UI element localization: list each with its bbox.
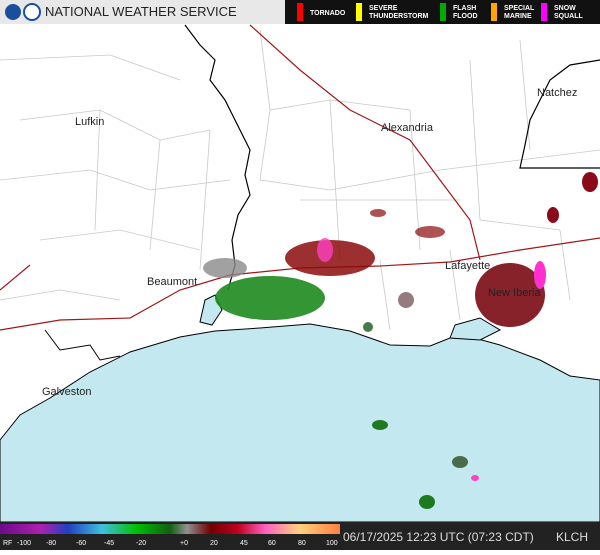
scale-label: -20 [136,540,146,547]
nws-logo [23,3,41,21]
scale-label: +0 [180,540,188,547]
city-label: Beaumont [147,276,197,288]
color-scale [0,524,340,534]
warning-label: SPECIAL MARINE [504,5,535,20]
warning-swatch [440,3,446,21]
galveston-bay [44,329,121,361]
scale-label: -60 [76,540,86,547]
warning-label: SEVERE THUNDERSTORM [369,5,429,20]
vermilion-bay [449,317,502,341]
warning-label: SNOW SQUALL [554,5,584,20]
station: KLCH [556,530,588,544]
city-labels: Natchez Lufkin Alexandria Beaumont Lafayette… [42,87,577,398]
scale-label: 60 [268,540,276,547]
scale-labels: RF -100 -80 -60 -45 -20 +0 20 45 60 80 100 [3,540,338,547]
city-label: Galveston [42,386,92,398]
warning-swatch [297,3,303,21]
scale-label: RF [3,540,12,547]
gulf-water [0,323,600,523]
scale-label: -100 [17,540,31,547]
state-border-ms [519,59,600,169]
city-label: Natchez [537,87,577,99]
city-label: Lufkin [75,116,104,128]
warning-swatch [356,3,362,21]
city-label: Alexandria [381,122,434,134]
county-lines [0,29,600,331]
scale-label: 20 [210,540,218,547]
noaa-logo [5,4,21,20]
warning-label: FLASH FLOOD [453,5,478,20]
highways [0,24,600,331]
scale-label: -80 [46,540,56,547]
header-title: NATIONAL WEATHER SERVICE [45,4,237,19]
scale-label: 80 [298,540,306,547]
radar-echoes [203,172,598,509]
warning-swatch [491,3,497,21]
timestamp: 06/17/2025 12:23 UTC (07:23 CDT) [343,530,534,544]
header-left [0,0,285,24]
scale-label: 100 [326,540,338,547]
warning-label: TORNADO [310,10,346,17]
scale-label: 45 [240,540,248,547]
scale-label: -45 [104,540,114,547]
warning-swatch [541,3,547,21]
city-label: Lafayette [445,260,490,272]
city-label: New Iberia [488,287,541,299]
state-border [184,24,251,291]
warning-legend: TORNADO SEVERE THUNDERSTORM FLASH FLOOD SPECI… [297,3,584,21]
